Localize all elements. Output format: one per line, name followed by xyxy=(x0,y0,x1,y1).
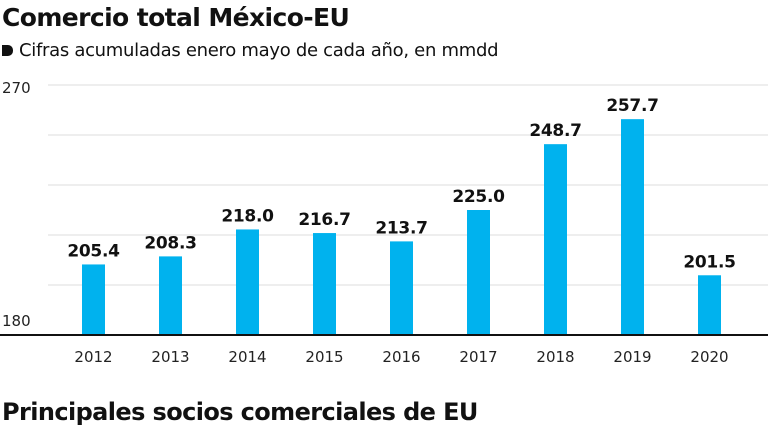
x-tick-label: 2014 xyxy=(228,348,266,366)
bar xyxy=(621,119,644,336)
bar xyxy=(236,229,259,335)
chart-subtitle-text: Cifras acumuladas enero mayo de cada año… xyxy=(19,40,499,61)
data-label: 205.4 xyxy=(67,241,120,261)
bar xyxy=(313,233,336,335)
data-label: 216.7 xyxy=(298,210,350,230)
bar-chart: 205.4 208.3 218.0 216.7 213.7 225.0 248.7 257.7… xyxy=(0,79,768,366)
data-label: 201.5 xyxy=(683,252,735,272)
data-label: 218.0 xyxy=(221,206,274,226)
section-title: Principales socios comerciales de EU xyxy=(2,398,478,426)
chart-subtitle: Cifras acumuladas enero mayo de cada año… xyxy=(2,40,499,61)
bar xyxy=(159,256,182,335)
bars xyxy=(82,119,721,336)
x-tick-label: 2020 xyxy=(690,348,728,366)
x-tick-label: 2018 xyxy=(536,348,574,366)
bullet-marker-icon xyxy=(2,45,13,56)
data-label: 208.3 xyxy=(144,233,196,253)
data-label: 248.7 xyxy=(529,121,581,141)
bar xyxy=(467,210,490,335)
data-label: 225.0 xyxy=(452,187,505,207)
axes: 270 180 2012 2013 2014 2015 2016 2017 2018 2019 20… xyxy=(0,79,768,366)
data-label: 257.7 xyxy=(606,96,658,116)
y-tick-label: 270 xyxy=(2,79,31,97)
x-tick-label: 2015 xyxy=(305,348,343,366)
bar xyxy=(698,275,721,335)
x-tick-label: 2017 xyxy=(459,348,497,366)
x-tick-label: 2012 xyxy=(74,348,112,366)
bar xyxy=(390,241,413,335)
x-tick-label: 2019 xyxy=(613,348,651,366)
chart-title: Comercio total México-EU xyxy=(2,3,350,32)
data-label: 213.7 xyxy=(375,218,427,238)
x-tick-label: 2016 xyxy=(382,348,420,366)
bar xyxy=(82,264,105,335)
data-labels: 205.4 208.3 218.0 216.7 213.7 225.0 248.7 257.7… xyxy=(67,96,736,272)
x-tick-label: 2013 xyxy=(151,348,189,366)
bar xyxy=(544,144,567,335)
y-tick-label: 180 xyxy=(2,312,31,330)
